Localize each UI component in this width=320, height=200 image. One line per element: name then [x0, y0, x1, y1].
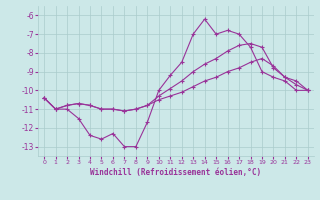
X-axis label: Windchill (Refroidissement éolien,°C): Windchill (Refroidissement éolien,°C) [91, 168, 261, 177]
